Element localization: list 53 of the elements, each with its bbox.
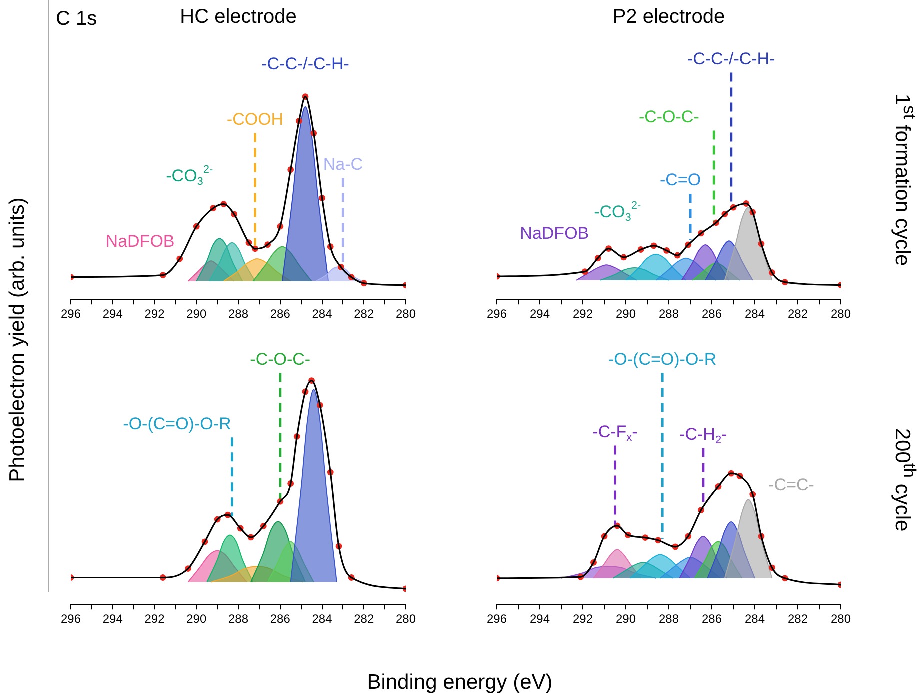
x-tick-label: 286 [702,612,722,626]
x-tick-label: 280 [830,307,852,322]
text: -C-C-/-C-H- [262,54,350,74]
x-tick-label: 292 [572,307,594,322]
x-tick-label: 286 [270,612,291,626]
ref-line-label: -C=O [660,170,702,190]
x-tick-label: 292 [144,612,166,626]
x-tick-label: 288 [228,307,249,322]
x-tick-label: 294 [102,612,124,626]
x-tick-label: 280 [830,612,852,626]
ref-line-label: -C-C-/-C-H- [687,49,776,68]
ref-line-label: -O-(C=O)-O-R [123,414,232,434]
x-tick-label: 296 [486,307,508,322]
x-tick-label: 284 [312,307,333,322]
x-tick-label: 296 [60,307,82,322]
x-tick-label: 292 [572,612,594,626]
x-tick-label: 294 [530,307,550,322]
x-tick-label: 294 [102,307,124,322]
ref-line-label: -COOH [226,110,284,130]
x-tick-label: 290 [186,307,207,322]
ref-line-label: Na-C [323,154,364,174]
ref-line-label: -O-(C=O)-O-R [608,350,717,369]
x-tick-label: 290 [186,612,207,626]
x-tick-label: 288 [228,612,249,626]
x-tick-label: 286 [270,307,291,322]
x-tick-label: 296 [60,612,82,626]
y-axis-title: Photoelectron yield (arb. units) [6,198,30,482]
x-tick-label: 290 [616,612,636,626]
x-tick-label: 294 [530,612,550,626]
x-axis-title: Binding energy (eV) [367,671,553,693]
ref-line-label: -C-O-C- [638,107,700,126]
ref-line-label: -C-O-C- [250,350,311,369]
x-tick-label: 282 [788,612,808,626]
x-tick-label: 292 [144,307,166,322]
chart-title: HC electrode [180,6,297,28]
series-label: NaDFOB [106,232,175,251]
x-tick-label: 280 [396,307,416,322]
x-tick-label: 282 [354,307,374,322]
x-tick-label: 288 [658,612,680,626]
text: C 1s [56,8,98,31]
x-tick-label: 284 [744,612,766,626]
x-tick-label: 284 [744,307,766,322]
series-label: NaDFOB [520,224,590,243]
chart-title: P2 electrode [612,6,726,29]
series-label: -C=C- [768,475,814,494]
x-tick-label: 282 [354,612,374,626]
x-tick-label: 286 [702,307,722,322]
x-tick-label: 284 [312,612,333,626]
x-tick-label: 290 [616,307,636,322]
x-tick-label: 280 [396,612,416,626]
x-tick-label: 296 [486,612,508,626]
x-tick-label: 282 [788,307,808,322]
x-tick-label: 288 [658,307,680,322]
